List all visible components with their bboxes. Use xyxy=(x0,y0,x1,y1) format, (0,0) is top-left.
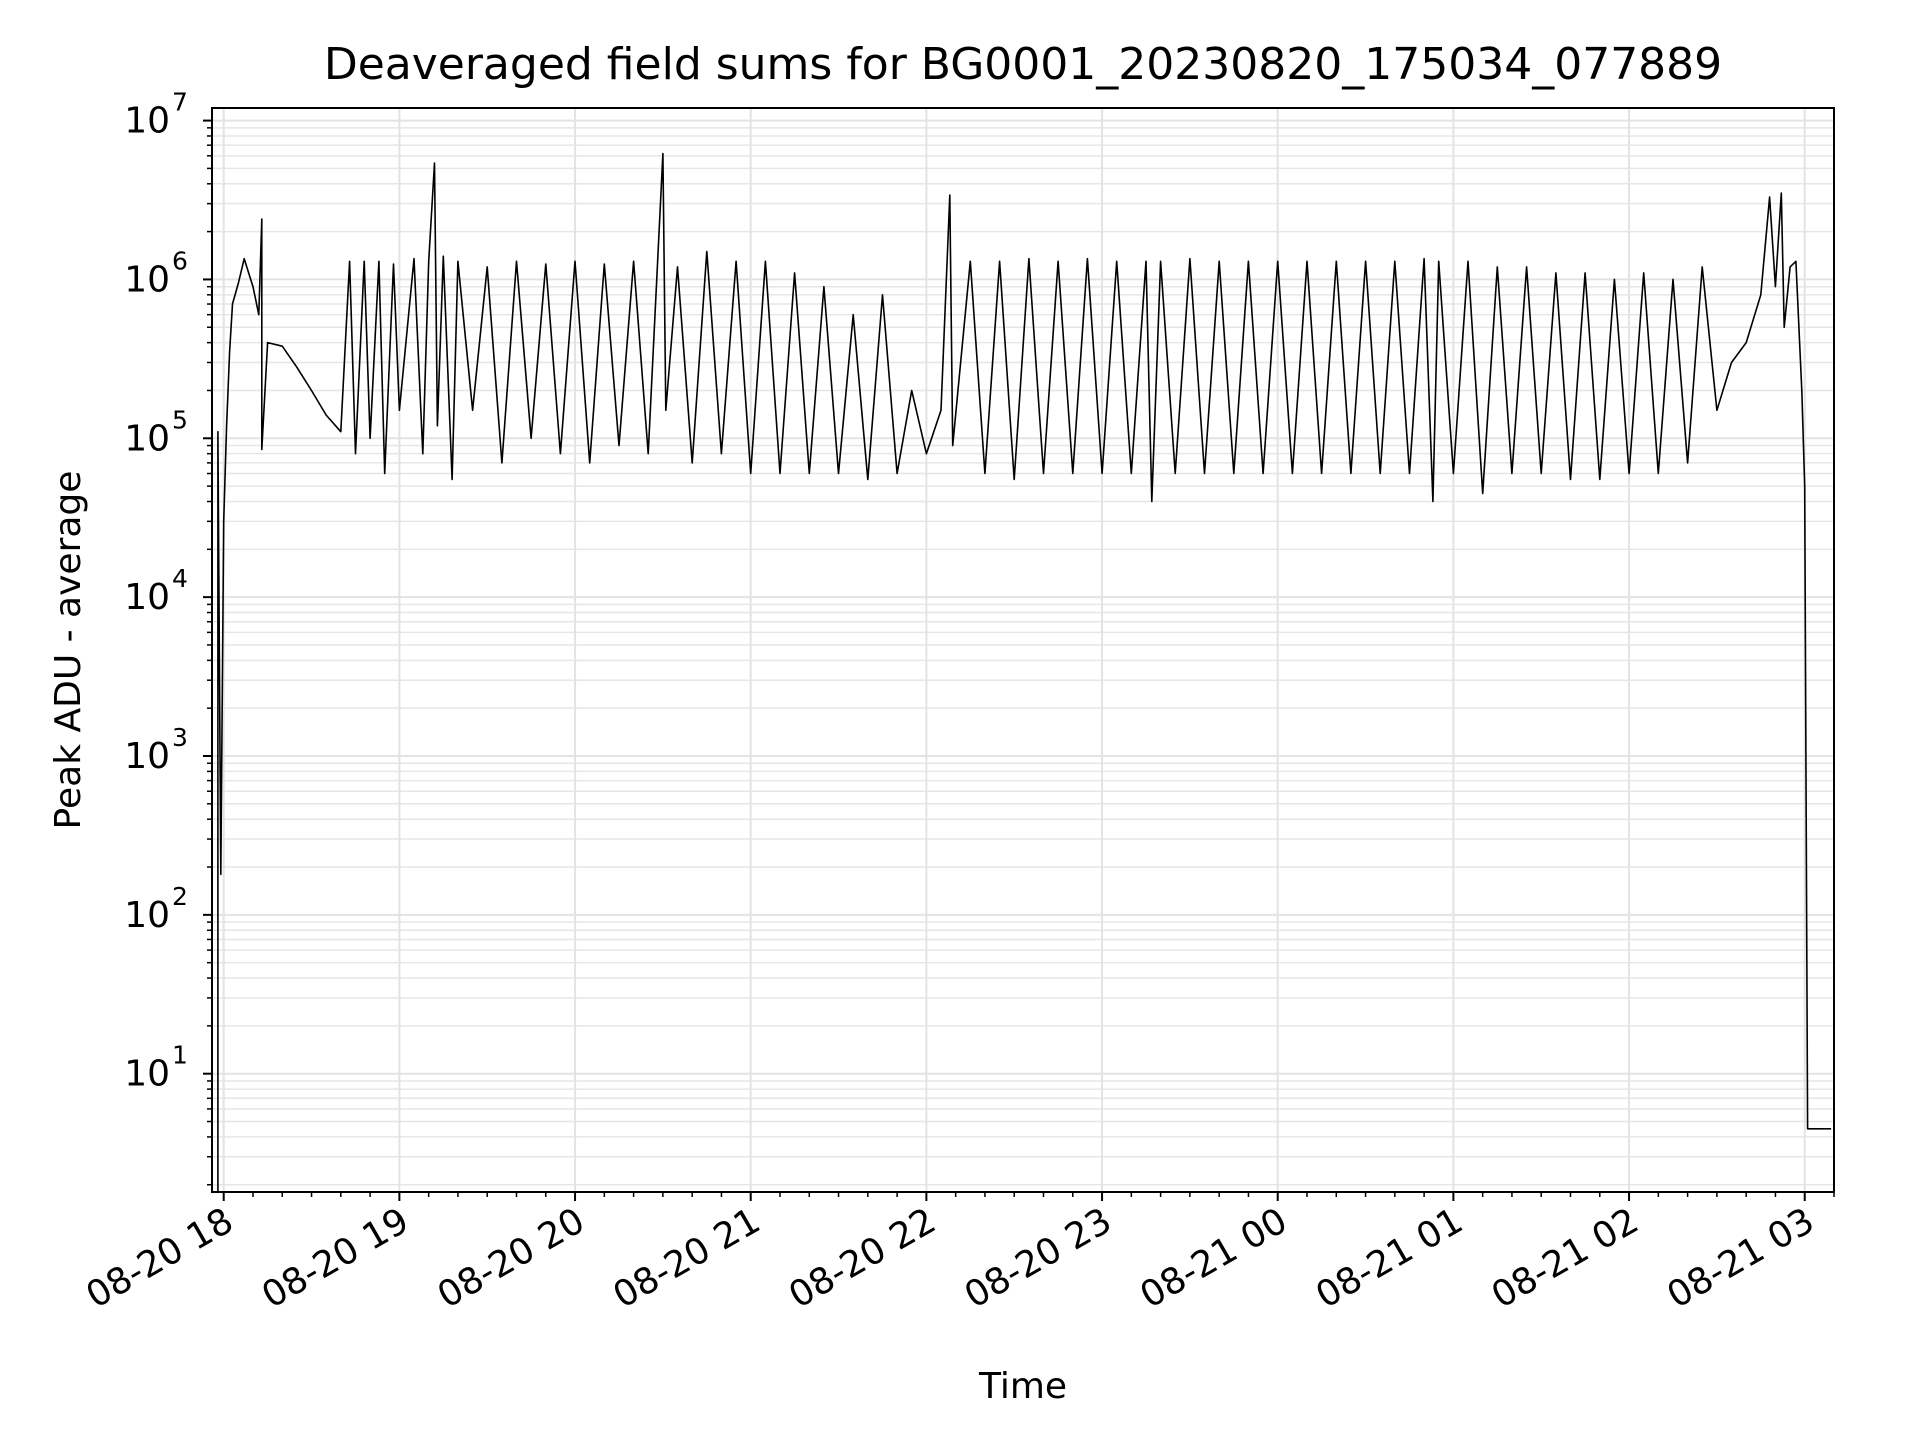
y-tick-exponent: 4 xyxy=(172,564,188,593)
plot-frame xyxy=(211,107,1835,1193)
y-tick-label: 10 xyxy=(124,736,170,777)
grid-layer xyxy=(212,108,1834,1192)
y-tick-label: 10 xyxy=(124,101,170,142)
y-tick-exponent: 6 xyxy=(172,246,188,275)
y-tick-exponent: 1 xyxy=(172,1041,188,1070)
chart-title: Deaveraged field sums for BG0001_2023082… xyxy=(324,39,1722,90)
y-tick-label: 10 xyxy=(124,259,170,300)
y-tick-exponent: 7 xyxy=(172,88,188,117)
y-tick-label: 10 xyxy=(124,1054,170,1095)
y-tick-exponent: 5 xyxy=(172,405,188,434)
y-tick-label: 10 xyxy=(124,577,170,618)
series-line xyxy=(217,152,1832,1192)
y-axis-label: Peak ADU - average xyxy=(48,471,89,830)
y-tick-label: 10 xyxy=(124,418,170,459)
y-tick-exponent: 2 xyxy=(172,882,188,911)
x-axis-label: Time xyxy=(978,1366,1067,1407)
y-tick-exponent: 3 xyxy=(172,723,188,752)
plot-layer xyxy=(217,152,1832,1192)
y-tick-label: 10 xyxy=(124,895,170,936)
